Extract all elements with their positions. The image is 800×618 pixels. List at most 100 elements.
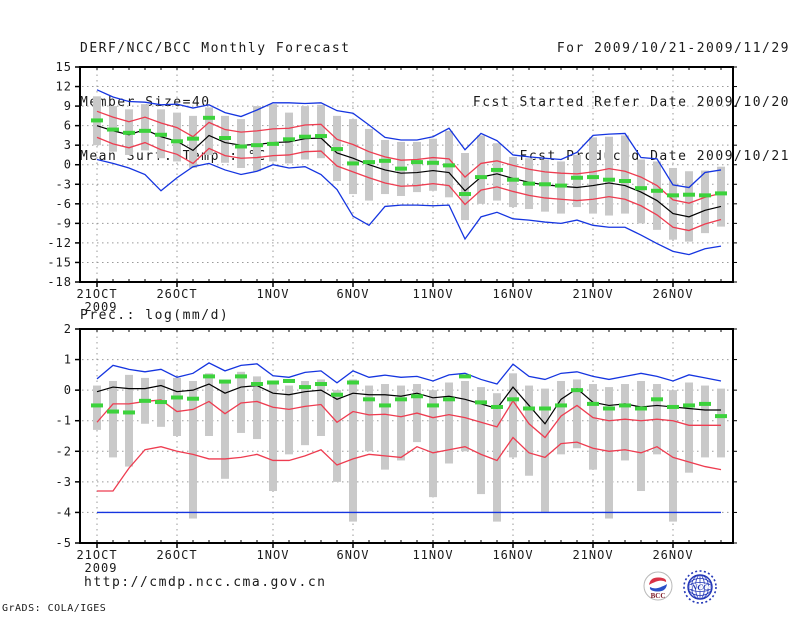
spread-bar (429, 390, 437, 498)
spread-bar (141, 104, 149, 151)
y-tick-label: -6 (56, 197, 72, 211)
spread-bar (253, 106, 261, 172)
x-tick-label: 26NOV (652, 287, 693, 301)
logo-row: BCC NCC (640, 570, 718, 606)
plus-sigma-line (96, 399, 721, 439)
spread-bar (317, 379, 325, 436)
x-tick-label: 21NOV (572, 287, 613, 301)
spread-bar (125, 374, 133, 467)
spread-bar (573, 154, 581, 208)
minus-sigma-line (97, 436, 722, 492)
x-tick-label: 21OCT (76, 548, 117, 562)
spread-bar (205, 373, 213, 436)
spread-bar (189, 115, 197, 168)
y-tick-label: 15 (56, 60, 72, 74)
spread-bar (397, 385, 405, 461)
plot-frame (79, 66, 734, 283)
spread-bar (173, 112, 181, 162)
y-tick-label: -15 (47, 255, 72, 269)
x-tick-label: 16NOV (492, 548, 533, 562)
spread-bar (589, 384, 597, 470)
spread-bar (669, 390, 677, 522)
spread-bar (269, 104, 277, 162)
spread-bar (173, 377, 181, 436)
x-year-label: 2009 (85, 561, 118, 575)
spread-bar (349, 379, 357, 522)
x-tick-label: 1NOV (257, 548, 290, 562)
y-tick-label: -3 (56, 475, 72, 489)
y-tick-label: 6 (64, 119, 72, 133)
bcc-red-swirl (649, 577, 667, 585)
x-tick-label: 16NOV (492, 287, 533, 301)
precip-panel-title: Prec.: log(mm/d) (80, 308, 230, 323)
spread-bar (253, 376, 261, 440)
spread-bar (381, 139, 389, 195)
spread-bar (285, 385, 293, 455)
x-tick-label: 26OCT (156, 287, 197, 301)
ensemble-max-line (96, 362, 722, 385)
x-tick-label: 26OCT (156, 548, 197, 562)
spread-bar (509, 373, 517, 458)
fcst-produced-date: Fcst Produced Date 2009/10/21 (519, 149, 790, 164)
y-tick-label: 3 (64, 138, 72, 152)
y-tick-label: -5 (56, 536, 72, 550)
y-tick-label: 9 (64, 99, 72, 113)
spread-bar (637, 159, 645, 224)
y-tick-label: 0 (64, 383, 72, 397)
spread-bar (525, 385, 533, 476)
spread-bar (221, 382, 229, 479)
spread-bar (269, 384, 277, 492)
spread-bar (413, 141, 421, 193)
spread-bar (685, 382, 693, 473)
spread-bar (509, 156, 517, 208)
y-tick-label: -3 (56, 177, 72, 191)
header-right: For 2009/10/21-2009/11/29 Fcst Started R… (473, 4, 790, 202)
spread-bar (493, 393, 501, 522)
y-tick-label: -4 (56, 505, 72, 519)
spread-bar (653, 161, 661, 230)
spread-bar (349, 119, 357, 195)
spread-bar (557, 380, 565, 455)
ncc-logo-text: NCC (690, 582, 709, 592)
spread-bar (461, 380, 469, 452)
x-tick-label: 21NOV (572, 548, 613, 562)
bcc-blue-swirl (649, 584, 667, 592)
spread-bar (605, 136, 613, 216)
grads-credit: GrADS: COLA/IGES (2, 603, 107, 614)
spread-bar (365, 385, 373, 452)
y-tick-label: -1 (56, 414, 72, 428)
spread-bar (701, 385, 709, 458)
spread-bar (461, 153, 469, 221)
y-tick-label: 0 (64, 158, 72, 172)
spread-bar (701, 170, 709, 234)
spread-bar (189, 380, 197, 519)
x-year-label: 2009 (85, 300, 118, 314)
y-tick-label: -9 (56, 216, 72, 230)
spread-bar (717, 388, 725, 458)
ensemble-mean-line (96, 125, 722, 218)
x-tick-label: 21OCT (76, 287, 117, 301)
spread-bar (381, 384, 389, 470)
y-tick-label: -2 (56, 444, 72, 458)
spread-bar (637, 380, 645, 492)
spread-bar (573, 379, 581, 449)
y-tick-label: -18 (47, 275, 72, 289)
spread-bar (317, 104, 325, 159)
ncc-logo: NCC (683, 570, 717, 604)
spread-bar (333, 390, 341, 482)
y-tick-label: -12 (47, 236, 72, 250)
source-url: http://cmdp.ncc.cma.gov.cn (84, 575, 327, 590)
x-tick-label: 1NOV (257, 287, 290, 301)
spread-bar (621, 384, 629, 461)
spread-bar (445, 382, 453, 464)
x-tick-label: 11NOV (412, 287, 453, 301)
bcc-logo-text: BCC (651, 592, 666, 600)
ensemble-min-line (96, 158, 722, 256)
ensemble-mean-line (96, 383, 721, 425)
spread-bar (93, 385, 101, 430)
y-tick-label: 12 (56, 80, 72, 94)
x-tick-label: 11NOV (412, 548, 453, 562)
ensemble-max-line (96, 89, 722, 189)
